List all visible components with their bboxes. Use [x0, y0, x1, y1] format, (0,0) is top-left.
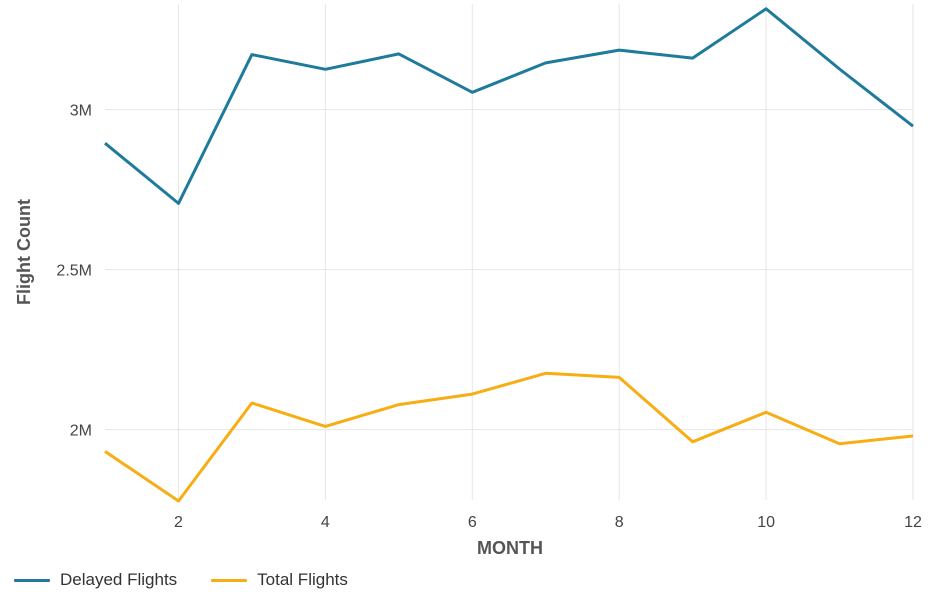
legend-item: Total Flights [211, 570, 348, 590]
legend: Delayed Flights Total Flights [14, 570, 382, 590]
series-lines [104, 7, 914, 503]
x-tick-label: 6 [468, 514, 477, 531]
legend-item: Delayed Flights [14, 570, 177, 590]
series-line-total-flights [104, 371, 914, 503]
y-axis-title: Flight Count [14, 199, 34, 305]
x-tick-label: 10 [757, 514, 775, 531]
y-tick-label: 2M [70, 423, 92, 440]
y-tick-label: 2.5M [56, 263, 92, 280]
x-tick-label: 12 [904, 514, 922, 531]
line-chart: 2 4 6 8 10 12 2M 2.5M 3M MONTH Flight Count [14, 4, 922, 558]
x-tick-label: 4 [321, 514, 330, 531]
series-line-delayed-flights [104, 7, 914, 205]
legend-swatch [211, 578, 248, 582]
legend-label: Delayed Flights [60, 570, 178, 589]
grid [105, 4, 914, 500]
legend-swatch [14, 578, 50, 582]
x-tick-label: 8 [615, 514, 624, 531]
y-tick-label: 3M [70, 103, 92, 120]
tick-labels: 2 4 6 8 10 12 2M 2.5M 3M [56, 103, 922, 531]
legend-label: Total Flights [257, 570, 348, 589]
x-tick-label: 2 [174, 514, 183, 531]
x-axis-title: MONTH [477, 538, 543, 558]
